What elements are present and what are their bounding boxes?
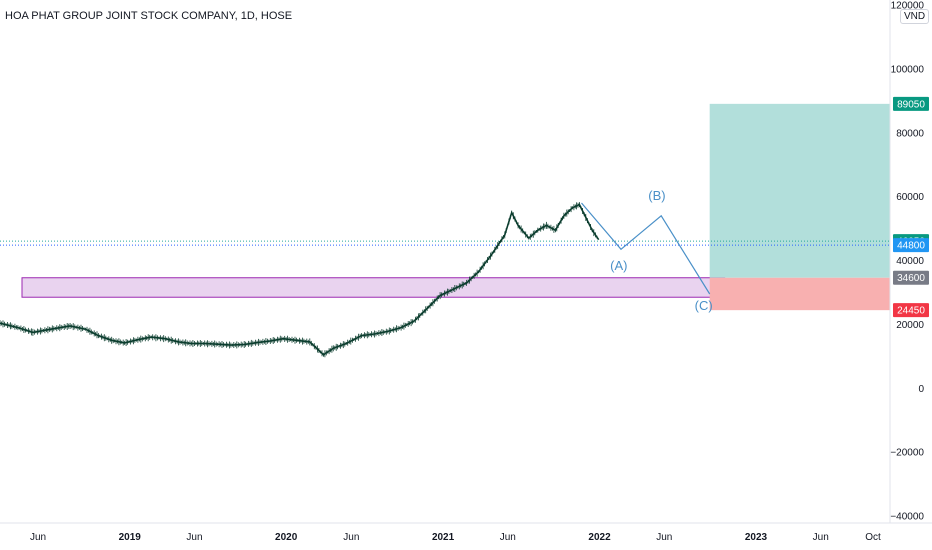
wave-projection-line[interactable] [581,202,711,295]
x-tick-label: Jun [656,532,672,543]
price-tag-bg [893,238,929,253]
y-tick-label: 100000 [891,64,925,75]
y-tick-label: 40000 [896,256,924,267]
x-tick-label: Oct [865,532,881,543]
x-tick-label: Jun [186,532,202,543]
y-tick-label: −20000 [890,448,924,459]
price-tag-label: 24450 [897,306,925,317]
x-tick-label: Jun [30,532,46,543]
x-tick-label: 2020 [275,532,298,543]
y-tick-label: 20000 [896,320,924,331]
x-tick-label: 2023 [745,532,768,543]
x-tick-label: 2022 [588,532,611,543]
y-tick-label: 0 [918,384,924,395]
price-tag-bg [893,96,929,111]
support-zone-layer [21,277,726,298]
y-tick-label: −40000 [890,512,924,523]
x-tick-label: 2021 [432,532,455,543]
wave-projection-layer[interactable]: (A) (B) (C) [581,188,713,313]
x-tick-label: 2019 [119,532,142,543]
wave-label-2: (C) [695,298,713,313]
chart-title: HOA PHAT GROUP JOINT STOCK COMPANY, 1D, … [5,10,293,22]
price-tag-label: 34600 [897,273,925,284]
price-tags-layer: 8905046050448003460024450 [893,96,929,318]
y-tick-label: 80000 [896,128,924,139]
price-tag-bg [893,303,929,318]
currency-badge[interactable]: VND [900,9,930,24]
horizontal-lines-layer [0,240,890,246]
wave-label-1: (B) [648,188,665,203]
wave-label-0: (A) [610,258,627,273]
price-tag-label: 44800 [897,241,925,252]
position-loss-zone[interactable] [709,277,890,311]
x-tick-label: Jun [343,532,359,543]
price-tag-bg [893,270,929,285]
x-tick-label: Jun [500,532,516,543]
position-profit-zone[interactable] [709,103,890,278]
price-series-layer [0,202,600,358]
y-tick-label: 120000 [891,1,925,12]
y-tick-label: 60000 [896,192,924,203]
position-tool-layer[interactable] [709,103,890,311]
x-tick-label: Jun [813,532,829,543]
price-tag-label: 89050 [897,99,925,110]
support-zone-rect[interactable] [21,277,726,298]
